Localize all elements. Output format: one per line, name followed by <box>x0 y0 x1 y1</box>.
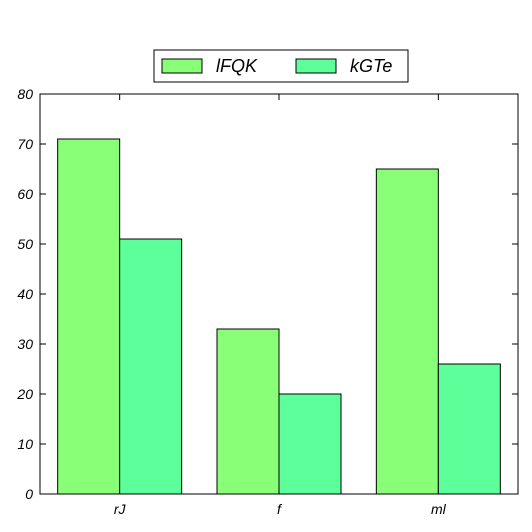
bar-kGTe-ml <box>437 363 501 495</box>
x-tick-label-f: f <box>277 501 283 517</box>
y-tick-label-3: 30 <box>17 336 33 352</box>
y-tick-label-8: 80 <box>17 86 33 102</box>
y-tick-label-7: 70 <box>17 136 33 152</box>
y-tick-label-1: 10 <box>17 436 33 452</box>
legend-label-lFQK: lFQK <box>216 56 258 76</box>
y-tick-label-5: 50 <box>17 236 33 252</box>
x-tick-label-rJ: rJ <box>114 501 127 517</box>
y-tick-label-4: 40 <box>17 286 33 302</box>
y-tick-label-2: 20 <box>16 386 33 402</box>
legend: lFQK kGTe <box>153 49 409 83</box>
axes-ticks: 0 10 20 30 40 50 60 70 80 <box>16 86 518 502</box>
bar-lFQK-ml <box>375 168 439 495</box>
legend-swatch-kGTe <box>295 58 337 74</box>
category-labels: rJ f ml <box>114 501 447 517</box>
legend-label-kGTe: kGTe <box>350 56 392 76</box>
bar-kGTe-f <box>278 393 342 495</box>
bar-kGTe-rJ <box>119 238 183 495</box>
bar-lFQK-f <box>216 328 280 495</box>
bar-lFQK-rJ <box>57 138 121 495</box>
y-tick-label-6: 60 <box>17 186 33 202</box>
x-tick-label-ml: ml <box>431 501 447 517</box>
legend-swatch-lFQK <box>161 58 203 74</box>
y-tick-label-0: 0 <box>25 486 33 502</box>
bars <box>57 138 501 495</box>
